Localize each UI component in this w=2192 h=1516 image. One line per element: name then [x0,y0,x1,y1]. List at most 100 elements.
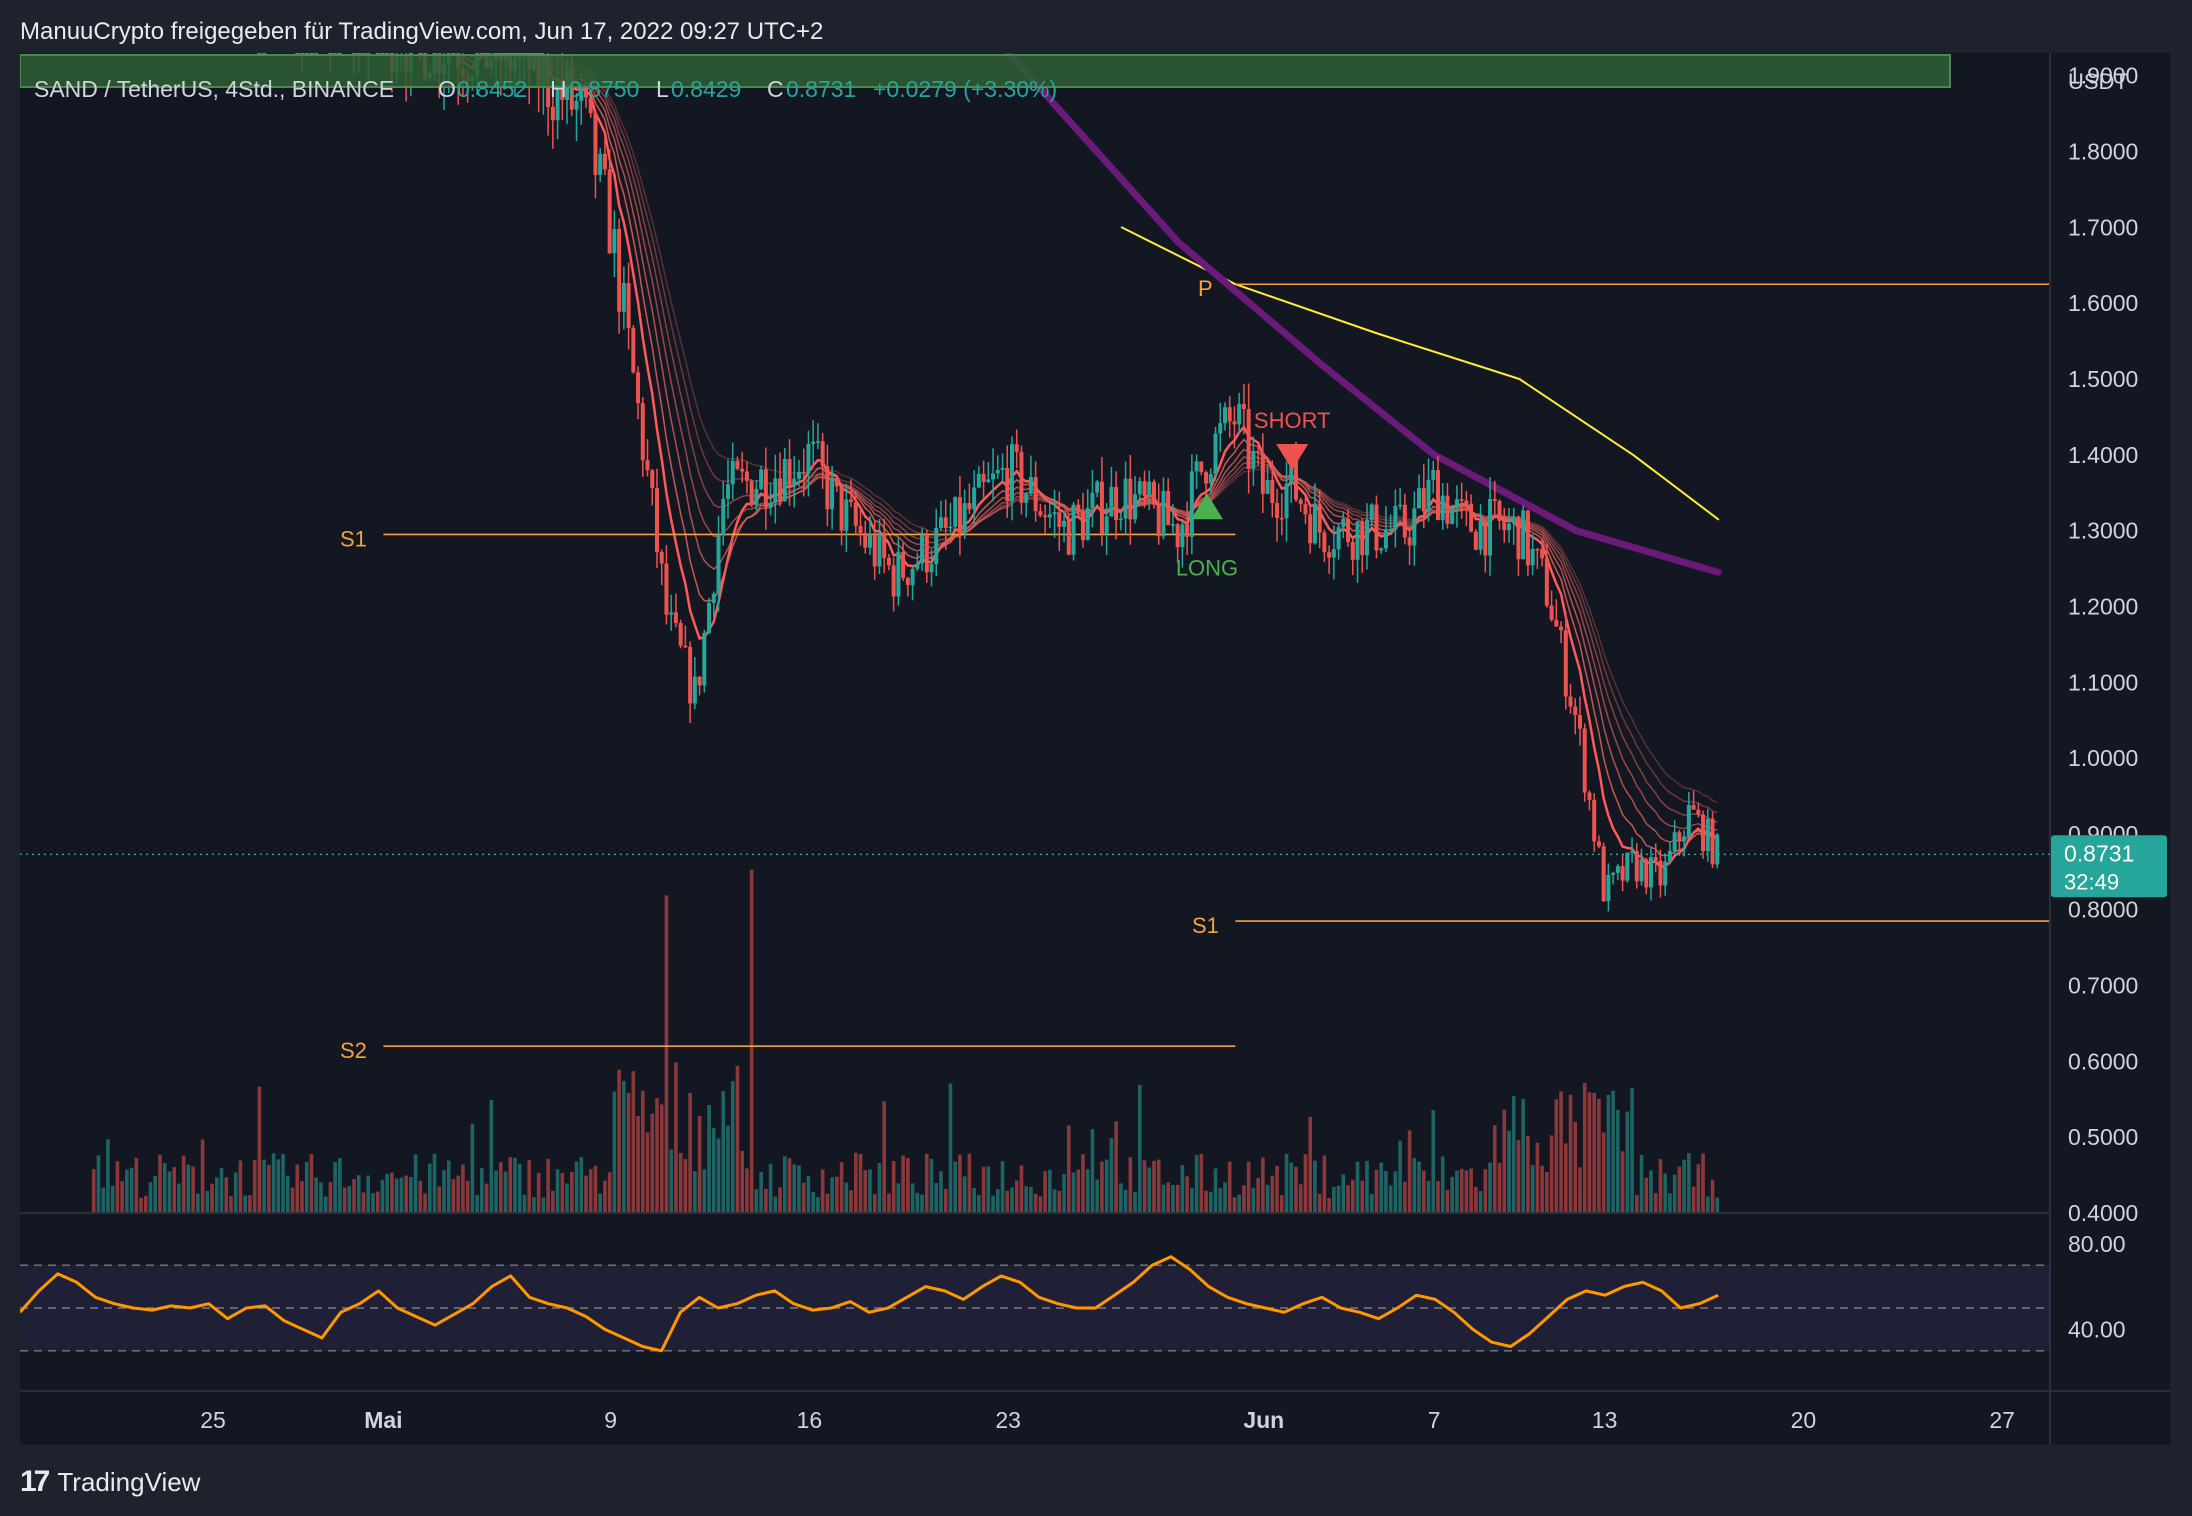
volume-bar [664,895,669,1213]
volume-bar [1166,1182,1170,1213]
volume-bar [338,1158,342,1213]
candle [304,53,309,55]
volume-bar [1279,1195,1284,1213]
candle [1199,461,1204,476]
candle [1383,506,1388,553]
candle [1625,852,1630,883]
price-chart[interactable]: P S1 S1 S2 LONG SHORT SAND / TetherUS, 4Std.… [20,53,2170,1445]
volume-bar [522,1194,527,1213]
volume-bar [1322,1155,1327,1213]
volume-bar [721,1091,726,1213]
volume-bar [484,1183,489,1213]
candle [1473,529,1478,551]
volume-bar [726,1125,730,1213]
volume-bar [1090,1129,1095,1213]
volume-bar [1407,1130,1412,1213]
x-tick-label: 20 [1791,1407,1817,1433]
candle [1374,495,1379,559]
rsi-axis[interactable]: 80.00 40.00 [2068,1231,2126,1343]
candle [773,454,778,524]
volume-bar [1218,1188,1223,1213]
volume-bar [134,1157,139,1213]
volume-bar [1653,1193,1658,1213]
candle [1497,499,1502,530]
volume-bar [172,1167,176,1213]
volume-bar [276,1159,281,1213]
volume-bar [1687,1153,1691,1213]
level-p[interactable]: P [1198,276,2050,301]
candle [849,479,854,508]
candle [1260,433,1265,513]
volume-bar [342,1187,347,1213]
candle [669,594,674,631]
candle [1170,504,1175,536]
volume-bar [1436,1181,1440,1213]
volume-bar [910,1183,915,1213]
candle [1431,460,1436,494]
volume-bar [375,1191,380,1213]
volume-bar [1251,1187,1256,1213]
volume-bar [285,1175,290,1213]
volume-bar [1369,1193,1374,1213]
level-s1[interactable]: S1 [340,526,1236,551]
chart-area[interactable]: P S1 S1 S2 LONG SHORT SAND / TetherUS, 4Std.… [20,53,2170,1445]
candle [976,466,981,489]
volume-bar [607,1172,612,1213]
candle [1128,455,1133,545]
volume-bar [1076,1169,1081,1213]
volume-bar [139,1197,143,1213]
volume-bar [233,1172,238,1213]
candle [1525,509,1530,577]
volume-bar [967,1153,972,1213]
candle [1506,507,1511,543]
last-price-value: 0.8731 [2064,840,2134,866]
volume-bar [745,1168,749,1213]
volume-bar [224,1177,229,1213]
volume-bar [1024,1186,1028,1213]
level-s2[interactable]: S2 [340,1038,1236,1063]
volume-bar [816,1197,820,1213]
level-s1[interactable]: S1 [1192,913,2050,938]
volume-bar [205,1190,210,1213]
volume-bar [1152,1160,1156,1213]
candle [1256,446,1261,466]
time-axis[interactable]: 25 Mai 9 16 23 Jun 7 13 20 27 [200,1407,2015,1433]
volume-bar [920,1194,924,1213]
candle [1047,500,1052,529]
candle [844,483,849,553]
volume-bar [579,1157,584,1213]
candle [1043,504,1048,534]
volume-bar [603,1180,607,1213]
volume-bar [366,1175,371,1213]
legend-l-value: 0.8429 [671,76,741,102]
volume-bar [1701,1153,1705,1213]
price-axis[interactable]: 1.9000 1.8000 1.7000 1.6000 1.5000 1.4000 1.30… [2068,63,2138,1226]
volume-bar [257,1086,262,1213]
volume-bar [196,1193,200,1213]
volume-bar [214,1177,219,1213]
candle [915,552,920,572]
rsi-tick-label: 80.00 [2068,1231,2126,1257]
volume-bar [200,1139,205,1213]
volume-bar [1455,1170,1459,1213]
candle [1308,504,1313,554]
candle [830,466,835,530]
candle [938,500,943,531]
candle [721,481,726,546]
volume-bar [977,1195,981,1213]
y-tick-label: 1.9000 [2068,63,2138,89]
volume-bar [1639,1154,1644,1213]
volume-bar [1142,1160,1147,1213]
candle [1312,483,1317,545]
volume-bar [1587,1092,1592,1213]
candle [1222,402,1227,431]
legend-h-label: H [550,76,567,102]
volume-bar [390,1172,394,1213]
volume-bar [399,1177,404,1213]
candle [645,439,650,477]
volume-bar [801,1182,806,1213]
candle [1066,513,1071,556]
candle [380,53,385,55]
candle [730,442,735,500]
candle [1435,455,1440,521]
